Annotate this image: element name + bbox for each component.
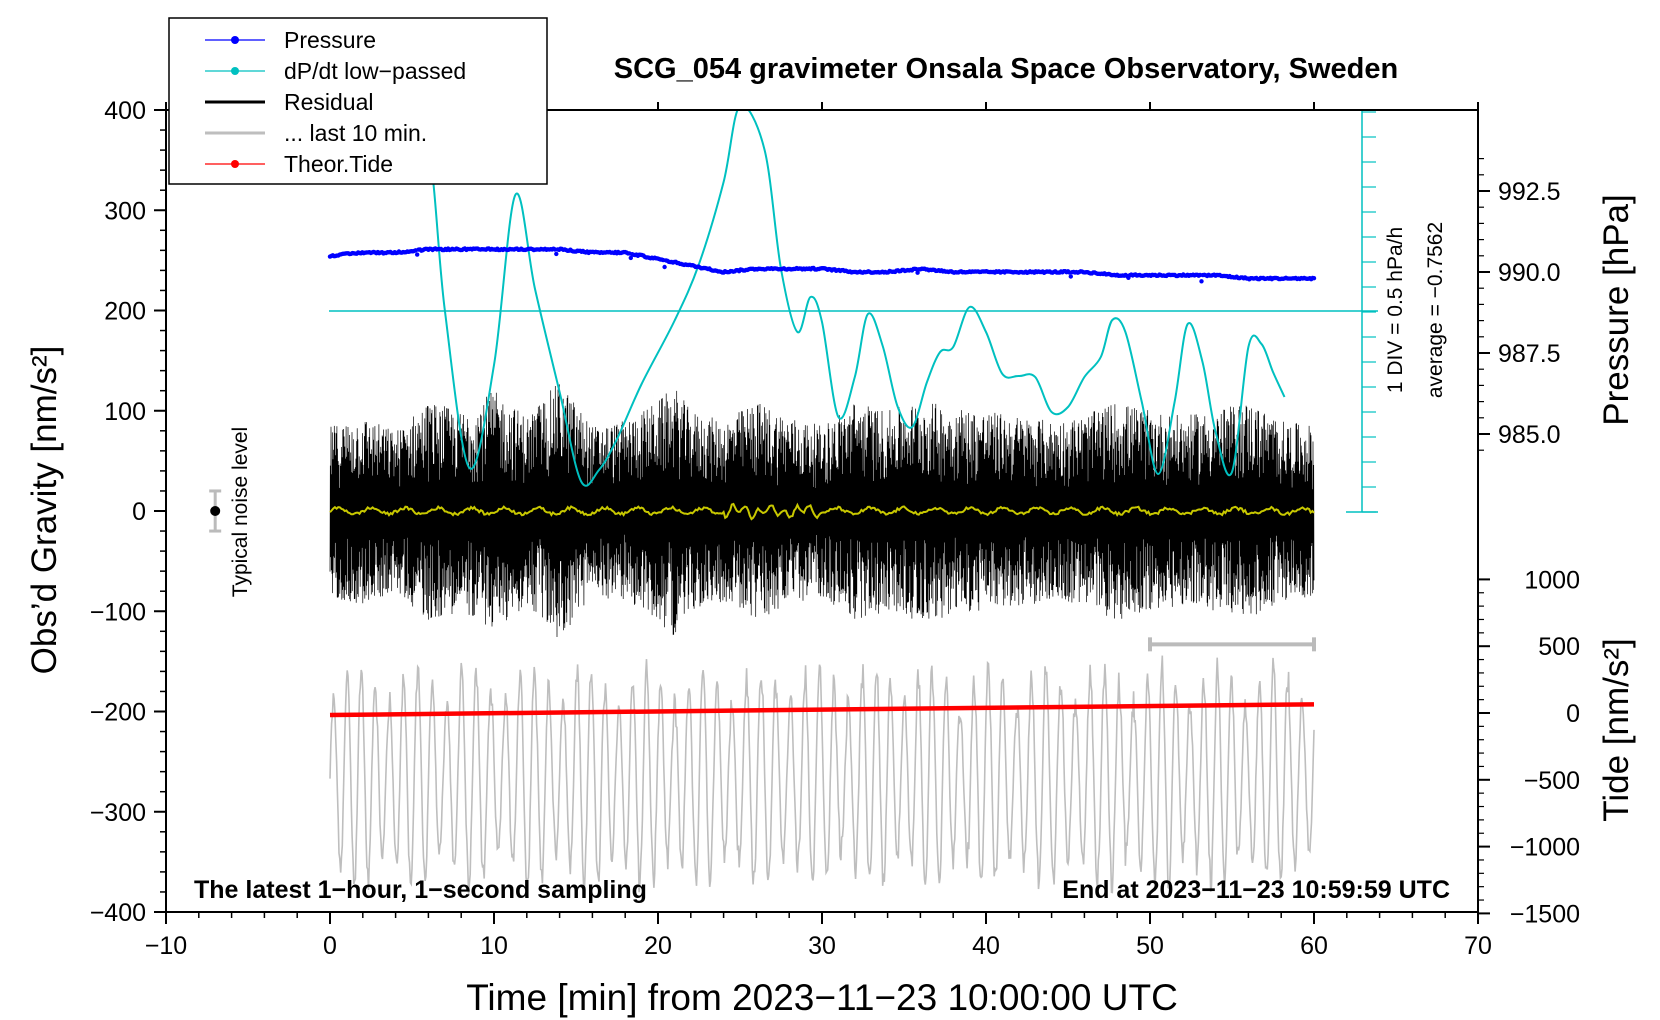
y-tick-label: 0 [132,498,146,526]
y-tick-label: −300 [90,799,146,827]
pressure-tick-label: 990.0 [1498,259,1561,287]
pressure-tick-label: 985.0 [1498,421,1561,449]
x-axis: −10 0 10 20 30 40 50 60 70 [145,102,1492,960]
residual-series [329,384,1315,638]
x-tick-label: 10 [480,932,508,960]
pressure-point [1068,274,1074,279]
dpdt-scale: 1 DIV = 0.5 hPa/h average = −0.7562 [329,110,1447,513]
x-tick-label: 20 [644,932,672,960]
annotation-end-time: End at 2023−11−23 10:59:59 UTC [1062,876,1450,904]
legend-label: Pressure [284,27,376,53]
legend-label: Residual [284,89,374,115]
tide-tick-label: 500 [1538,633,1580,661]
legend-swatch-dot [231,36,239,44]
x-tick-label: 0 [323,932,337,960]
y-axis-pressure-label: Pressure [hPa] [1597,194,1636,426]
last-10-min-series [329,655,1315,897]
tide-tick-label: 1000 [1524,566,1580,594]
tide-line [329,702,1315,718]
last-10-min-line [329,655,1315,897]
y-axis-pressure: 992.5 990.0 987.5 985.0 [1478,158,1561,451]
legend-items: Pressure dP/dt low−passed Residual ... last… [205,27,466,177]
dpdt-scale-ticks [1346,111,1378,513]
y-axis-tide: 1000 500 0 −500 −1000 −1500 [1478,566,1580,928]
y-axis-tide-label: Tide [nm/s²] [1597,638,1636,821]
x-tick-label: 60 [1300,932,1328,960]
pressure-tick-label: 987.5 [1498,340,1561,368]
y-axis-left: 400 300 200 100 0 −100 −200 −300 −400 [90,97,166,927]
tide-tick-label: −1500 [1510,900,1580,928]
pressure-series [327,246,1317,284]
pressure-point [662,264,667,270]
legend-label: dP/dt low−passed [284,58,466,84]
x-tick-label: 50 [1136,932,1164,960]
y-tick-label: 300 [104,197,146,225]
noise-label: Typical noise level [229,427,252,597]
residual-filtered-line [329,502,1315,521]
y-axis-left-label: Obs’d Gravity [nm/s²] [25,346,64,675]
dpdt-line [403,110,1286,487]
legend-label: ... last 10 min. [284,120,427,146]
x-tick-label: 70 [1464,932,1492,960]
pressure-tick-label: 992.5 [1498,178,1561,206]
annotation-sampling: The latest 1−hour, 1−second sampling [194,876,647,904]
y-tick-label: 100 [104,398,146,426]
last-10-min-marker [1148,637,1316,652]
residual-filtered-series [329,502,1315,521]
residual-line [329,384,1315,638]
tide-tick-label: −1000 [1510,834,1580,862]
theoretical-tide-series [329,702,1315,718]
x-tick-label: 30 [808,932,836,960]
x-tick-label: 40 [972,932,1000,960]
tide-tick-label: 0 [1566,700,1580,728]
pressure-point [554,251,559,257]
y-tick-label: 200 [104,298,146,326]
y-tick-label: 400 [104,97,146,125]
noise-level-indicator: Typical noise level [209,427,252,597]
y-tick-label: −400 [90,899,146,927]
x-tick-label: −10 [145,932,187,960]
dpdt-scale-label: 1 DIV = 0.5 hPa/h [1384,227,1407,393]
noise-dot [210,506,221,516]
pressure-point [915,270,920,275]
legend: Pressure dP/dt low−passed Residual ... last… [168,17,548,185]
pressure-point [1311,276,1317,281]
tide-tick-label: −500 [1524,767,1580,795]
y-tick-label: −100 [90,598,146,626]
legend-swatch-dot [231,67,239,75]
pressure-point [415,252,420,257]
dpdt-average-label: average = −0.7562 [1424,222,1447,398]
x-axis-label: Time [min] from 2023−11−23 10:00:00 UTC [466,977,1178,1018]
legend-label: Theor.Tide [284,151,393,177]
chart-title: SCG_054 gravimeter Onsala Space Observat… [614,53,1398,85]
pressure-point [1199,279,1204,284]
legend-swatch-dot [231,160,239,168]
pressure-point [628,255,633,261]
y-tick-label: −200 [90,699,146,727]
dpdt-series [403,110,1286,487]
